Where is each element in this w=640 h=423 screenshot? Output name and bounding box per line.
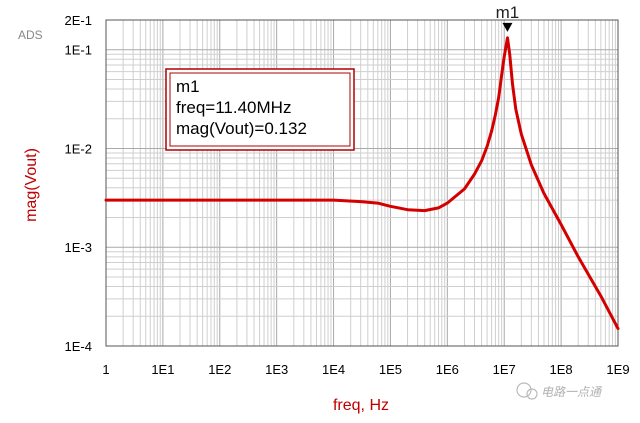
marker-box-inner: [169, 72, 351, 147]
watermark-text: 电路一点通: [541, 385, 603, 399]
x-tick-label: 1E1: [151, 362, 174, 377]
plot-frame: [105, 19, 619, 347]
wechat-icon-secondary: [526, 388, 538, 400]
x-tick-label: 1E2: [208, 362, 231, 377]
x-tick-label: 1E3: [265, 362, 288, 377]
marker-m1: m1: [496, 3, 520, 32]
y-axis-label: mag(Vout): [23, 148, 40, 222]
y-tick-label: 1E-1: [65, 43, 92, 58]
y-tick-label: 2E-1: [65, 13, 92, 28]
x-tick-label: 1E7: [493, 362, 516, 377]
series-line-mag-vout: [104, 36, 620, 331]
x-tick-label: 1: [102, 362, 109, 377]
marker-readout-line-3: mag(Vout)=0.132: [176, 119, 307, 138]
marker-readout-line-1: m1: [176, 77, 200, 96]
watermark: 电路一点通: [516, 382, 603, 400]
x-tick-label: 1E6: [436, 362, 459, 377]
y-tick-label: 1E-2: [65, 141, 92, 156]
app-corner-label: ADS: [18, 28, 43, 42]
marker-readout-box: m1 freq=11.40MHz mag(Vout)=0.132: [165, 68, 355, 151]
x-tick-label: 1E8: [550, 362, 573, 377]
wechat-icon: [516, 382, 532, 398]
marker-name-label: m1: [496, 3, 520, 22]
x-tick-label: 1E5: [379, 362, 402, 377]
x-tick-label: 1E9: [606, 362, 629, 377]
y-tick-labels: 1E-4 1E-3 1E-2 1E-1 2E-1: [65, 13, 92, 354]
y-tick-label: 1E-4: [65, 339, 92, 354]
marker-readout-line-2: freq=11.40MHz: [176, 98, 291, 117]
marker-triangle-icon: [502, 22, 513, 32]
x-tick-labels: 1 1E1 1E2 1E3 1E4 1E5 1E6 1E7 1E8 1E9: [102, 362, 629, 377]
x-axis-label: freq, Hz: [333, 397, 389, 414]
x-tick-label: 1E4: [322, 362, 345, 377]
marker-box-outer: [165, 68, 355, 151]
y-tick-label: 1E-3: [65, 240, 92, 255]
